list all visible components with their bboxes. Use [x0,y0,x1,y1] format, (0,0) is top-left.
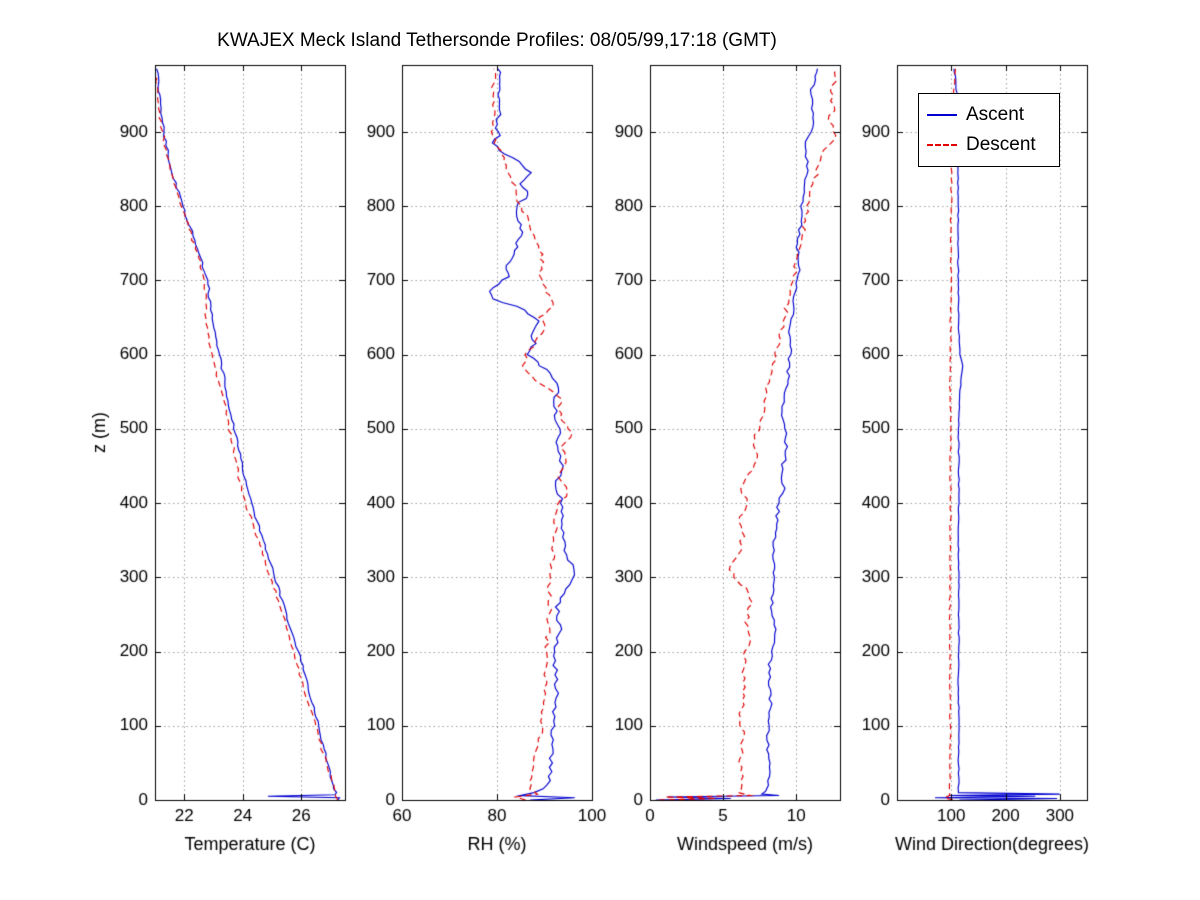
legend-label-descent: Descent [966,134,1036,155]
chart-title: KWAJEX Meck Island Tethersonde Profiles:… [217,30,777,51]
descent-line-sample [927,144,957,146]
legend-label-ascent: Ascent [966,104,1025,125]
ascent-line-sample [927,114,957,116]
legend: Ascent Descent [918,93,1060,167]
legend-item-descent: Descent [927,134,1049,156]
legend-item-ascent: Ascent [927,104,1049,126]
